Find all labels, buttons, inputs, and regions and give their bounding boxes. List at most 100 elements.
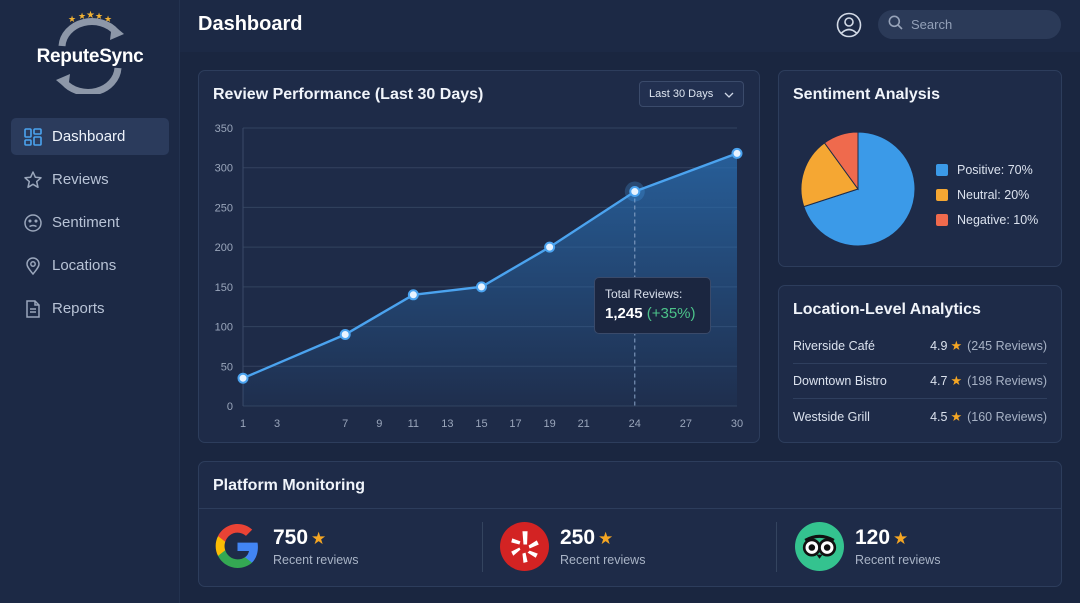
platform-monitoring-title: Platform Monitoring [213, 477, 365, 494]
data-point[interactable] [339, 329, 351, 341]
star-icon: ★ [311, 529, 327, 548]
location-rating: 4.9 [930, 339, 948, 353]
star-outline-icon [23, 170, 43, 190]
tooltip-value: 1,245 (+35%) [605, 305, 700, 322]
y-tick-label: 150 [215, 282, 233, 294]
page-title: Dashboard [198, 13, 303, 35]
logo-sync-arrows-icon: ★ ★ ★ ★ ★ [56, 10, 124, 94]
search-icon [888, 15, 903, 35]
tooltip-change: (+35%) [646, 305, 696, 322]
sentiment-legend: Positive: 70% Neutral: 20% Negative: 10% [936, 157, 1038, 232]
location-name: Westside Grill [793, 409, 870, 424]
sentiment-card: Sentiment Analysis Positive: 70% Neutral… [778, 70, 1062, 267]
face-neutral-icon [23, 213, 43, 233]
sentiment-title: Sentiment Analysis [793, 86, 941, 103]
star-icon: ★ [950, 408, 963, 424]
top-bar: Dashboard [180, 0, 1080, 52]
y-tick-label: 250 [215, 202, 233, 214]
platform-count: 750 ★ [273, 526, 326, 550]
sidebar-item-dashboard[interactable]: Dashboard [11, 118, 169, 155]
x-tick-label: 11 [408, 418, 419, 430]
chevron-down-icon [724, 90, 734, 102]
legend-label: Positive: 70% [957, 162, 1033, 177]
yelp-logo-icon [500, 522, 549, 571]
sentiment-pie-chart [800, 131, 916, 247]
data-point[interactable] [237, 372, 249, 384]
location-analytics-title: Location-Level Analytics [793, 301, 981, 318]
svg-text:★: ★ [86, 10, 95, 21]
legend-swatch-neutral [936, 188, 948, 201]
tooltip-label: Total Reviews: [605, 287, 683, 301]
platform-google[interactable]: 750 ★ Recent reviews [213, 522, 453, 574]
data-point[interactable] [629, 186, 641, 198]
review-count: 120 [855, 526, 891, 549]
x-tick-label: 7 [342, 418, 348, 430]
data-point[interactable] [475, 281, 487, 293]
location-review-count: (245 Reviews) [967, 339, 1047, 353]
platform-count: 250 ★ [560, 526, 613, 550]
legend-label: Neutral: 20% [957, 187, 1030, 202]
pie-slice[interactable] [823, 131, 859, 191]
sidebar-item-label: Locations [52, 257, 117, 274]
sidebar-item-label: Dashboard [52, 128, 126, 145]
location-name: Riverside Café [793, 339, 875, 353]
star-icon: ★ [950, 373, 963, 388]
platform-label: Recent reviews [855, 553, 941, 567]
platform-count: 120 ★ [855, 526, 908, 550]
data-point[interactable] [731, 147, 743, 159]
legend-swatch-negative [936, 213, 948, 226]
search-box[interactable] [878, 10, 1061, 39]
svg-text:★: ★ [78, 12, 86, 22]
x-tick-label: 15 [475, 418, 487, 430]
review-count: 750 [273, 526, 309, 549]
app-name: ReputeSync [36, 46, 144, 67]
location-row[interactable]: Westside Grill 4.5 ★ (160 Reviews) [793, 399, 1047, 434]
legend-label: Negative: 10% [957, 212, 1039, 227]
chart-tooltip: Total Reviews: 1,245 (+35%) [594, 277, 711, 334]
y-tick-label: 200 [215, 242, 233, 254]
date-range-dropdown[interactable]: Last 30 Days [639, 81, 744, 107]
sidebar-item-locations[interactable]: Locations [11, 247, 169, 284]
location-rating: 4.7 [930, 374, 948, 388]
x-tick-label: 3 [274, 418, 280, 430]
data-point[interactable] [544, 241, 556, 253]
y-tick-label: 50 [221, 361, 233, 373]
series-area [243, 153, 737, 406]
sidebar-nav: Dashboard Reviews Sentiment [11, 118, 169, 333]
sidebar-item-sentiment[interactable]: Sentiment [11, 204, 169, 241]
google-logo-icon [215, 524, 258, 568]
y-tick-label: 0 [227, 401, 233, 413]
app-logo[interactable]: ★ ★ ★ ★ ★ ReputeSync [28, 10, 152, 94]
user-avatar-icon[interactable] [836, 12, 862, 38]
star-icon: ★ [950, 338, 963, 353]
platform-yelp[interactable]: 250 ★ Recent reviews [500, 522, 740, 574]
tooltip-total: 1,245 [605, 305, 643, 322]
x-tick-label: 21 [578, 418, 590, 430]
search-input[interactable] [911, 17, 1051, 32]
star-icon: ★ [893, 529, 909, 548]
location-row[interactable]: Downtown Bistro 4.7 ★ (198 Reviews) [793, 364, 1047, 399]
sidebar-item-label: Sentiment [52, 214, 120, 231]
pie-slice[interactable] [803, 131, 916, 247]
legend-swatch-positive [936, 163, 948, 176]
platform-tripadvisor[interactable]: 120 ★ Recent reviews [795, 522, 1035, 574]
sidebar-item-reviews[interactable]: Reviews [11, 161, 169, 198]
review-count: 250 [560, 526, 596, 549]
svg-text:★: ★ [68, 15, 76, 25]
data-point[interactable] [407, 289, 419, 301]
sidebar-item-label: Reports [52, 300, 105, 317]
x-tick-label: 9 [376, 418, 382, 430]
x-tick-label: 17 [509, 418, 521, 430]
sidebar-item-reports[interactable]: Reports [11, 290, 169, 327]
location-row[interactable]: Riverside Café 4.9 ★ (245 Reviews) [793, 329, 1047, 364]
location-review-count: (160 Reviews) [967, 409, 1047, 424]
map-pin-icon [23, 256, 43, 276]
x-tick-label: 30 [731, 418, 743, 430]
pie-slice[interactable] [800, 142, 859, 208]
legend-neutral: Neutral: 20% [936, 182, 1038, 207]
x-tick-label: 13 [441, 418, 453, 430]
location-name: Downtown Bistro [793, 374, 887, 388]
svg-text:★: ★ [95, 12, 103, 22]
dashboard-grid-icon [23, 127, 43, 147]
y-tick-label: 100 [215, 322, 233, 334]
